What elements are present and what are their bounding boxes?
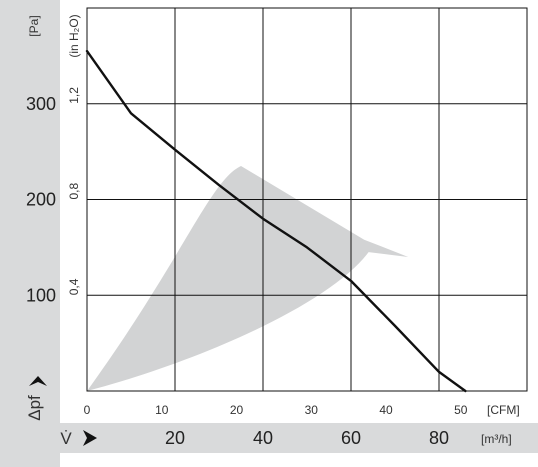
cfm-tick-label: 20 xyxy=(230,403,244,417)
x-unit-cfm-label: [CFM] xyxy=(487,403,520,417)
cfm-tick-label: 0 xyxy=(84,403,91,417)
fan-curve-line xyxy=(85,49,467,393)
cfm-tick-label: 50 xyxy=(454,403,468,417)
m3h-tick-label: 80 xyxy=(429,428,449,448)
operating-region xyxy=(87,165,409,391)
x-axis-symbol: V̇ xyxy=(60,429,72,448)
cfm-tick-label: 10 xyxy=(155,403,169,417)
pa-tick-label: 100 xyxy=(26,285,56,305)
y-axis-band xyxy=(0,0,60,467)
m3h-tick-label: 40 xyxy=(253,428,273,448)
x-unit-m3h-label: [m³/h] xyxy=(481,432,512,446)
pa-tick-label: 200 xyxy=(26,190,56,210)
m3h-tick-label: 20 xyxy=(165,428,185,448)
y-unit-inh2o-label: (in H₂O) xyxy=(67,14,81,57)
inh2o-tick-label: 0,8 xyxy=(67,182,81,199)
axis-labels: [Pa] (in H₂O) Δpf V̇ [CFM] [m³/h] xyxy=(25,14,520,448)
m3h-tick-label: 60 xyxy=(341,428,361,448)
plot-border xyxy=(86,7,528,392)
inh2o-tick-label: 1,2 xyxy=(67,87,81,104)
cfm-tick-label: 30 xyxy=(305,403,319,417)
y-axis-symbol: Δpf xyxy=(25,395,44,421)
inh2o-tick-label: 0,4 xyxy=(67,278,81,295)
y-unit-pa-label: [Pa] xyxy=(27,15,41,36)
x-axis-arrow-icon xyxy=(83,430,97,446)
plot-area: 100 200 300 0,4 0,8 1,2 0 10 20 30 40 50 20 40 60 80 xyxy=(26,7,528,448)
pa-tick-label: 300 xyxy=(26,94,56,114)
y-axis-arrow-icon xyxy=(29,376,47,386)
cfm-tick-label: 40 xyxy=(379,403,393,417)
